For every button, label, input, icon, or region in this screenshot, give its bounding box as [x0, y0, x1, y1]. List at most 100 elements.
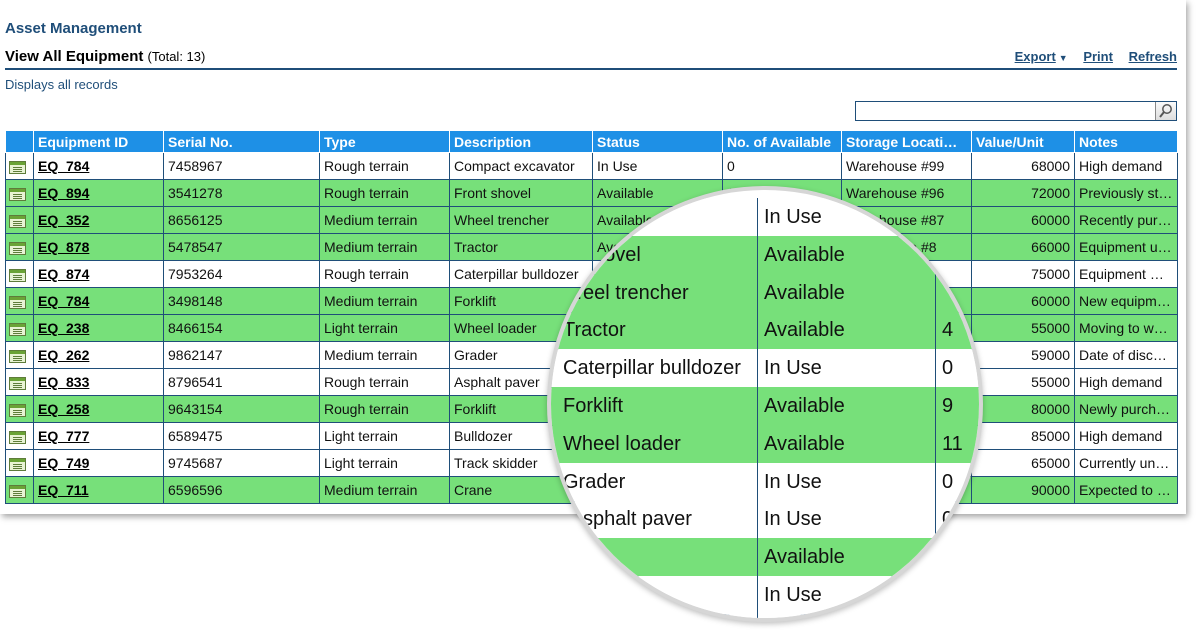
serial-cell: 8656125: [163, 206, 320, 234]
value-cell: 59000: [971, 341, 1075, 369]
notes-cell: High demand: [1074, 152, 1178, 180]
search-icon: [1159, 104, 1172, 118]
value-cell: 60000: [971, 206, 1075, 234]
magnified-row: …lift Available: [551, 538, 979, 578]
notes-cell: Previously st…: [1074, 179, 1178, 207]
serial-cell: 8466154: [163, 314, 320, 342]
record-icon[interactable]: [9, 268, 26, 282]
equipment-id-link[interactable]: EQ_238: [33, 314, 164, 342]
value-cell: 55000: [971, 314, 1075, 342]
column-header-value-unit[interactable]: Value/Unit: [971, 130, 1075, 153]
record-icon[interactable]: [9, 295, 26, 309]
magnified-row: Grader In Use 0: [551, 462, 979, 502]
equipment-id-link[interactable]: EQ_749: [33, 449, 164, 477]
type-cell: Rough terrain: [319, 152, 450, 180]
magnified-row: Caterpillar bulldozer In Use 0: [551, 349, 979, 389]
notes-cell: Equipment …: [1074, 260, 1178, 288]
column-header-equipment-id[interactable]: Equipment ID: [33, 130, 164, 153]
type-cell: Rough terrain: [319, 395, 450, 423]
magnified-description: …shovel: [563, 243, 641, 266]
serial-cell: 9643154: [163, 395, 320, 423]
equipment-id-link[interactable]: EQ_874: [33, 260, 164, 288]
record-icon[interactable]: [9, 214, 26, 228]
magnified-status: Available: [757, 538, 927, 577]
column-header-description[interactable]: Description: [449, 130, 593, 153]
row-icon-cell: [5, 179, 34, 207]
serial-cell: 8796541: [163, 368, 320, 396]
record-icon[interactable]: [9, 241, 26, 255]
magnified-status: Available: [757, 387, 927, 425]
magnified-status: Available: [757, 235, 927, 274]
export-label: Export: [1014, 49, 1056, 64]
column-header-serial-no[interactable]: Serial No.: [163, 130, 320, 153]
record-icon[interactable]: [9, 376, 26, 390]
search-button[interactable]: [1155, 102, 1176, 120]
view-title: View All Equipment (Total: 13): [5, 48, 205, 65]
magnified-available: [935, 576, 979, 614]
magnified-available: [935, 538, 979, 577]
equipment-id-link[interactable]: EQ_784: [33, 287, 164, 315]
refresh-link[interactable]: Refresh: [1128, 49, 1177, 64]
equipment-id-link[interactable]: EQ_777: [33, 422, 164, 450]
table-row[interactable]: EQ_894 3541278 Rough terrain Front shovel Av…: [5, 179, 1178, 207]
row-icon-cell: [5, 206, 34, 234]
magnified-available: 9: [935, 387, 979, 425]
type-cell: Medium terrain: [319, 476, 450, 504]
record-icon[interactable]: [9, 349, 26, 363]
equipment-id-link[interactable]: EQ_784: [33, 152, 164, 180]
search-input[interactable]: [858, 103, 1154, 119]
equipment-id-link[interactable]: EQ_878: [33, 233, 164, 261]
column-header-notes[interactable]: Notes: [1074, 130, 1178, 153]
record-icon[interactable]: [9, 403, 26, 417]
serial-cell: 3498148: [163, 287, 320, 315]
type-cell: Medium terrain: [319, 341, 450, 369]
equipment-id-link[interactable]: EQ_894: [33, 179, 164, 207]
equipment-id-link[interactable]: EQ_833: [33, 368, 164, 396]
magnified-description: Wheel loader: [563, 432, 681, 455]
magnified-available: [935, 273, 979, 312]
magnified-row: …eel trencher Available: [551, 273, 979, 313]
row-icon-cell: [5, 314, 34, 342]
magnified-status: In Use: [757, 500, 927, 539]
record-icon[interactable]: [9, 430, 26, 444]
notes-cell: New equipm…: [1074, 287, 1178, 315]
search-box: [855, 101, 1177, 121]
record-icon[interactable]: [9, 160, 26, 174]
table-row[interactable]: EQ_784 7458967 Rough terrain Compact excava…: [5, 152, 1178, 180]
magnified-description: …sphalt paver: [563, 508, 692, 531]
notes-cell: High demand: [1074, 422, 1178, 450]
record-icon[interactable]: [9, 457, 26, 471]
magnified-row: [551, 613, 979, 618]
magnified-description: …avator: [563, 206, 639, 228]
magnified-available: 0: [935, 349, 979, 388]
type-cell: Rough terrain: [319, 260, 450, 288]
type-cell: Medium terrain: [319, 206, 450, 234]
magnified-status: In Use: [757, 349, 927, 388]
value-cell: 75000: [971, 260, 1075, 288]
magnified-available: 0: [935, 462, 979, 501]
column-header-type[interactable]: Type: [319, 130, 450, 153]
column-header-storage-location[interactable]: Storage Locati…: [841, 130, 972, 153]
equipment-id-link[interactable]: EQ_258: [33, 395, 164, 423]
equipment-id-link[interactable]: EQ_262: [33, 341, 164, 369]
export-button[interactable]: Export ▼: [1015, 49, 1068, 64]
view-header: View All Equipment (Total: 13) Export ▼ P…: [5, 48, 1177, 70]
column-header-status[interactable]: Status: [592, 130, 723, 153]
record-icon[interactable]: [9, 187, 26, 201]
column-header-no-available[interactable]: No. of Available: [722, 130, 842, 153]
record-icon[interactable]: [9, 484, 26, 498]
magnified-available: [935, 613, 979, 618]
toolbar-actions: Export ▼ Print Refresh: [1003, 49, 1177, 64]
record-icon[interactable]: [9, 322, 26, 336]
value-cell: 68000: [971, 152, 1075, 180]
type-cell: Light terrain: [319, 314, 450, 342]
magnified-description: …lift: [563, 546, 603, 569]
value-cell: 65000: [971, 449, 1075, 477]
equipment-id-link[interactable]: EQ_352: [33, 206, 164, 234]
equipment-id-link[interactable]: EQ_711: [33, 476, 164, 504]
row-icon-cell: [5, 476, 34, 504]
description-cell: Compact excavator: [449, 152, 593, 180]
serial-cell: 6589475: [163, 422, 320, 450]
row-icon-cell: [5, 341, 34, 369]
print-link[interactable]: Print: [1083, 49, 1113, 64]
